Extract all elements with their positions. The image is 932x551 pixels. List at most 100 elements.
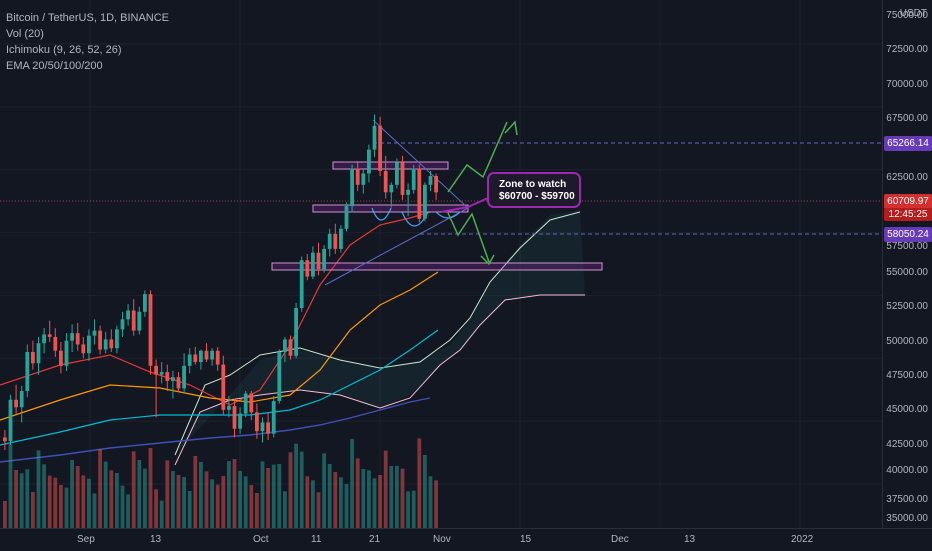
volume-bar xyxy=(344,484,349,528)
price-tick-52500: 52500.00 xyxy=(886,301,928,312)
volume-bar xyxy=(98,449,102,528)
candle-body xyxy=(215,350,220,365)
candle-body xyxy=(243,393,248,414)
volume-bar xyxy=(271,464,276,528)
candle-body xyxy=(109,339,114,349)
time-label-dec: Dec xyxy=(611,534,629,545)
candle-body xyxy=(70,333,74,341)
time-axis[interactable]: Sep 13 Oct 11 21 Nov 15 Dec 13 2022 xyxy=(0,528,932,551)
candle-body xyxy=(400,162,405,195)
candle-body xyxy=(115,329,119,349)
price-tick-72500: 72500.00 xyxy=(886,44,928,55)
legend-ichimoku[interactable]: Ichimoku (9, 26, 52, 26) xyxy=(6,44,122,56)
candle-body xyxy=(367,149,371,174)
volume-bar xyxy=(182,477,186,528)
triangle-lower-line xyxy=(324,207,469,286)
candle-body xyxy=(277,352,282,402)
candle-body xyxy=(53,336,58,351)
volume-bar xyxy=(159,500,164,528)
candle-body xyxy=(406,189,410,195)
price-tick-35000: 35000.00 xyxy=(886,513,928,524)
candle-body xyxy=(59,350,63,366)
chart-canvas[interactable] xyxy=(0,0,882,528)
time-label-2022: 2022 xyxy=(791,534,814,545)
candle-body xyxy=(350,168,354,207)
time-label-13-sep: 13 xyxy=(150,534,162,545)
legend-symbol[interactable]: Bitcoin / TetherUS, 1D, BINANCE xyxy=(6,12,170,24)
volume-bar xyxy=(383,450,388,528)
candle-body xyxy=(395,162,399,185)
volume-bar xyxy=(339,477,343,528)
volume-bar xyxy=(42,464,46,528)
ichimoku-cloud-fill xyxy=(175,210,585,455)
volume-bar xyxy=(305,476,310,528)
candle-body xyxy=(131,310,136,331)
candle-body xyxy=(42,334,46,344)
candle-body xyxy=(64,340,69,366)
volume-bar xyxy=(266,468,270,528)
candle-body xyxy=(316,252,321,270)
time-label-nov: Nov xyxy=(433,534,451,545)
candle-body xyxy=(81,344,86,354)
zone-annotation[interactable]: Zone to watch $60700 - $59700 xyxy=(487,172,581,208)
volume-bar xyxy=(70,460,74,528)
legend-volume[interactable]: Vol (20) xyxy=(6,28,44,40)
candle-body xyxy=(87,335,91,354)
volume-bar xyxy=(355,458,360,528)
candle-body xyxy=(36,343,41,364)
candle-body xyxy=(372,125,377,150)
volume-bar xyxy=(333,472,338,528)
volume-bar xyxy=(406,491,410,528)
candle-body xyxy=(361,173,366,185)
candle-body xyxy=(47,334,52,337)
volume-bar xyxy=(154,489,158,528)
volume-bar xyxy=(316,492,321,528)
volume-bar xyxy=(81,475,86,528)
candle-body xyxy=(137,311,142,331)
volume-bar xyxy=(378,475,382,528)
price-axis[interactable]: USDT 75000.00 72500.00 70000.00 67500.00… xyxy=(882,0,932,528)
candle-body xyxy=(165,372,170,381)
volume-bar xyxy=(92,493,97,528)
upper-price-tag: 65266.14 xyxy=(884,136,932,151)
volume-bar xyxy=(75,466,80,528)
volume-bar xyxy=(137,460,142,528)
time-label-13-dec: 13 xyxy=(684,534,696,545)
candle-body xyxy=(266,422,270,434)
candle-body xyxy=(148,294,153,366)
price-tick-62500: 62500.00 xyxy=(886,172,928,183)
volume-bar xyxy=(3,501,7,528)
volume-bar xyxy=(311,480,315,528)
price-tick-70000: 70000.00 xyxy=(886,79,928,90)
chart-area[interactable]: Bitcoin / TetherUS, 1D, BINANCE Vol (20)… xyxy=(0,0,882,528)
volume-bar xyxy=(249,485,254,528)
triangle-upper-line xyxy=(372,119,469,209)
candle-body xyxy=(249,393,254,413)
volume-bar xyxy=(361,469,366,528)
volume-bar xyxy=(59,485,63,528)
candle-body xyxy=(423,184,427,219)
price-tick-45000: 45000.00 xyxy=(886,404,928,415)
candle-body xyxy=(199,350,203,363)
candle-body xyxy=(14,399,18,408)
candle-body xyxy=(143,294,147,312)
volume-bar xyxy=(103,461,108,528)
volume-bar xyxy=(165,460,170,528)
legend-ema[interactable]: EMA 20/50/100/200 xyxy=(6,60,103,72)
candle-body xyxy=(333,233,338,249)
candle-body xyxy=(299,260,304,308)
volume-bar xyxy=(411,490,416,528)
candle-body xyxy=(288,339,293,356)
candle-body xyxy=(221,364,226,410)
candle-body xyxy=(428,176,433,185)
candle-body xyxy=(238,413,242,429)
volume-bar xyxy=(417,438,422,528)
chart-drawings xyxy=(0,119,882,286)
volume-bar xyxy=(350,439,354,528)
candle-body xyxy=(98,330,102,350)
volume-bar xyxy=(36,450,41,528)
candle-body xyxy=(383,170,388,193)
volume-bar xyxy=(243,476,248,528)
volume-bar xyxy=(434,480,438,528)
annotation-line-2: $60700 - $59700 xyxy=(499,191,575,202)
